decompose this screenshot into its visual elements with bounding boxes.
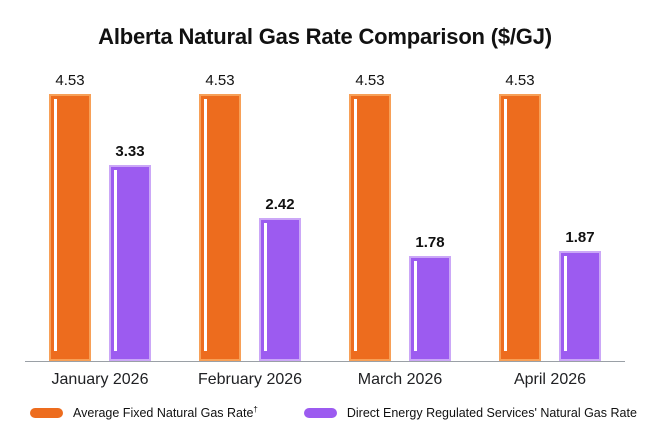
legend-swatch-orange bbox=[30, 407, 63, 418]
bar-fixed-rate bbox=[199, 94, 241, 361]
bar-wrap: 1.78 bbox=[409, 234, 451, 361]
bar-group: 4.53 2.42 bbox=[175, 72, 325, 361]
bar-group: 4.53 3.33 bbox=[25, 72, 175, 361]
legend-footnote-mark: † bbox=[253, 405, 258, 414]
bar-regulated-rate bbox=[109, 165, 151, 361]
legend-item-regulated-rate: Direct Energy Regulated Services' Natura… bbox=[303, 405, 637, 420]
legend-swatch-purple bbox=[303, 407, 337, 418]
legend-label-text: Direct Energy Regulated Services' Natura… bbox=[346, 406, 637, 421]
legend-label-regulated-rate: Direct Energy Regulated Services' Natura… bbox=[347, 405, 637, 420]
bar-regulated-rate bbox=[259, 218, 301, 361]
bar-wrap: 4.53 bbox=[49, 72, 91, 361]
value-label: 4.53 bbox=[355, 72, 385, 89]
value-label: 1.78 bbox=[415, 234, 445, 251]
bar-regulated-rate bbox=[409, 256, 451, 361]
x-axis-line bbox=[25, 361, 625, 362]
value-label: 4.53 bbox=[55, 72, 85, 89]
bar-group: 4.53 1.87 bbox=[475, 72, 625, 361]
bar-wrap: 4.53 bbox=[349, 72, 391, 361]
bar-fixed-rate bbox=[499, 94, 541, 361]
category-label: February 2026 bbox=[197, 371, 303, 388]
plot-area: 4.53 3.33 4.53 2.42 4.53 1.78 4.53 1.87 January… bbox=[0, 67, 650, 389]
category-label: April 2026 bbox=[513, 371, 587, 388]
category-label: January 2026 bbox=[51, 371, 149, 388]
bar-regulated-rate bbox=[559, 251, 601, 361]
value-label: 1.87 bbox=[565, 229, 595, 246]
category-label: March 2026 bbox=[357, 371, 443, 388]
legend-item-fixed-rate: Average Fixed Natural Gas Rate† bbox=[30, 405, 258, 420]
legend-label-text: Average Fixed Natural Gas Rate bbox=[73, 406, 254, 421]
chart-title: Alberta Natural Gas Rate Comparison ($/G… bbox=[98, 24, 552, 49]
bar-wrap: 2.42 bbox=[259, 196, 301, 361]
legend-label-fixed-rate: Average Fixed Natural Gas Rate† bbox=[73, 405, 258, 420]
bar-wrap: 1.87 bbox=[559, 229, 601, 361]
category-labels-row: January 2026 February 2026 March 2026 April… bbox=[0, 371, 650, 389]
value-label: 4.53 bbox=[205, 72, 235, 89]
value-label: 4.53 bbox=[505, 72, 535, 89]
value-label: 3.33 bbox=[115, 143, 145, 160]
legend: Average Fixed Natural Gas Rate† Direct E… bbox=[0, 405, 650, 420]
bar-fixed-rate bbox=[49, 94, 91, 361]
bar-group: 4.53 1.78 bbox=[325, 72, 475, 361]
bar-groups: 4.53 3.33 4.53 2.42 4.53 1.78 4.53 1.87 bbox=[0, 67, 650, 361]
bar-wrap: 4.53 bbox=[199, 72, 241, 361]
bar-wrap: 3.33 bbox=[109, 143, 151, 361]
bar-wrap: 4.53 bbox=[499, 72, 541, 361]
bar-fixed-rate bbox=[349, 94, 391, 361]
value-label: 2.42 bbox=[265, 196, 295, 213]
